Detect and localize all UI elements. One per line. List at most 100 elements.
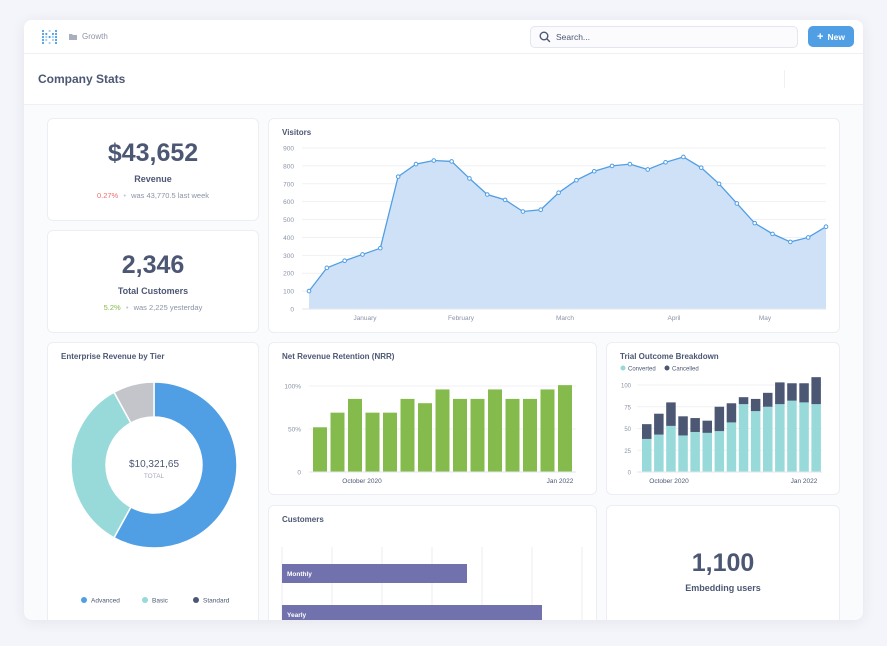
embedding-users-label: Embedding users bbox=[685, 583, 761, 593]
y-tick-label: 400 bbox=[283, 235, 294, 242]
visitors-point bbox=[431, 158, 437, 163]
visitors-line bbox=[308, 156, 827, 292]
new-button-label: New bbox=[827, 31, 845, 42]
visitors-point bbox=[609, 163, 615, 169]
trial-bar-converted bbox=[811, 404, 821, 472]
visitors-point bbox=[627, 161, 633, 167]
top-navbar: Growth Search... + New bbox=[24, 20, 863, 54]
breadcrumb-collection[interactable]: Growth bbox=[82, 32, 108, 41]
revenue-card[interactable]: $43,652 Revenue 0.27% • was 43,770.5 las… bbox=[47, 118, 259, 221]
enterprise-revenue-card[interactable]: Enterprise Revenue by Tier $10,321,65 TO… bbox=[47, 342, 259, 620]
legend-label: Converted bbox=[628, 367, 656, 373]
legend-dot bbox=[81, 597, 87, 603]
nrr-bar bbox=[383, 412, 397, 472]
total-customers-card[interactable]: 2,346 Total Customers 5.2% • was 2,225 y… bbox=[47, 230, 259, 333]
donut-center-value: $10,321,65 bbox=[129, 459, 179, 470]
y-tick-label: 50 bbox=[624, 427, 631, 433]
dashboard-title: Company Stats bbox=[38, 72, 126, 86]
x-tick-label: February bbox=[448, 315, 475, 322]
y-tick-label: 25 bbox=[624, 449, 631, 455]
trial-bar-converted bbox=[787, 400, 797, 472]
folder-icon bbox=[69, 34, 77, 40]
visitors-point bbox=[306, 288, 312, 294]
legend-dot-converted bbox=[620, 365, 626, 371]
visitors-point bbox=[324, 265, 330, 271]
visitors-card[interactable]: Visitors 0 100 200 300 400 500 600 700 800 900 Jan… bbox=[268, 118, 840, 333]
search-icon bbox=[539, 31, 551, 43]
visitors-point bbox=[805, 235, 811, 240]
visitors-chart: 0 100 200 300 400 500 600 700 800 900 January Febru… bbox=[283, 146, 829, 322]
nrr-bar bbox=[330, 412, 345, 472]
embedding-users-card[interactable]: 1,100 Embedding users bbox=[606, 505, 840, 620]
customers-chart: Monthly Yearly bbox=[281, 547, 583, 620]
new-button[interactable]: + New bbox=[808, 26, 854, 47]
breadcrumb[interactable]: Growth bbox=[69, 32, 108, 41]
total-customers-value: 2,346 bbox=[121, 251, 185, 279]
visitors-point bbox=[752, 220, 757, 226]
customers-bar-label: Yearly bbox=[287, 612, 307, 619]
donut-slice-basic bbox=[70, 391, 132, 539]
embedding-users-value: 1,100 bbox=[691, 549, 755, 577]
visitors-point bbox=[520, 209, 526, 214]
revenue-comparison: 0.27% • was 43,770.5 last week bbox=[48, 191, 258, 200]
trial-bar-cancelled bbox=[678, 416, 688, 436]
visitors-point bbox=[716, 181, 722, 187]
trial-bar-converted bbox=[750, 411, 761, 472]
donut-slice-standard bbox=[112, 381, 155, 424]
y-tick-label: 600 bbox=[283, 199, 294, 206]
nrr-bar bbox=[523, 398, 537, 472]
nrr-bar bbox=[505, 398, 520, 472]
legend-dot bbox=[193, 597, 199, 603]
visitors-point bbox=[360, 252, 365, 257]
visitors-point bbox=[698, 165, 704, 170]
visitors-point bbox=[645, 167, 651, 172]
visitors-point bbox=[395, 174, 401, 179]
customers-card[interactable]: Customers Monthly Yearly bbox=[268, 505, 597, 620]
total-customers-change: 5.2% bbox=[103, 303, 121, 312]
visitors-point bbox=[502, 197, 508, 203]
plus-icon: + bbox=[817, 30, 824, 43]
trial-bar-cancelled bbox=[714, 406, 725, 432]
visitors-point bbox=[484, 192, 490, 197]
nrr-bar bbox=[313, 427, 327, 472]
x-tick-label: May bbox=[759, 315, 772, 322]
customers-bar bbox=[282, 564, 467, 583]
y-tick-label: 100% bbox=[284, 384, 301, 391]
trial-bar-converted bbox=[799, 402, 809, 472]
donut-center-label: TOTAL bbox=[144, 473, 165, 480]
total-customers-comparison: 5.2% • was 2,225 yesterday bbox=[48, 303, 258, 312]
nrr-bar bbox=[348, 398, 362, 472]
search-input[interactable]: Search... bbox=[530, 26, 798, 48]
visitors-point bbox=[342, 258, 347, 263]
legend-dot-cancelled bbox=[664, 365, 670, 371]
trial-bar-converted bbox=[654, 434, 664, 472]
trial-bar-converted bbox=[702, 432, 712, 472]
legend-label: Cancelled bbox=[672, 367, 699, 373]
visitors-point bbox=[378, 245, 383, 251]
metabase-logo-icon[interactable] bbox=[41, 29, 58, 50]
separator-dot: • bbox=[125, 303, 129, 312]
trial-bar-cancelled bbox=[738, 397, 749, 405]
trial-bar-cancelled bbox=[654, 413, 664, 435]
y-tick-label: 0 bbox=[297, 470, 301, 477]
trial-outcome-card[interactable]: Trial Outcome Breakdown Converted Cancell… bbox=[606, 342, 840, 495]
visitors-area bbox=[309, 156, 826, 309]
trial-bar-cancelled bbox=[690, 418, 700, 432]
x-tick-label: Jan 2022 bbox=[547, 478, 574, 485]
y-tick-label: 100 bbox=[283, 289, 294, 296]
visitors-point bbox=[681, 154, 686, 160]
dashboard-header: Company Stats bbox=[24, 54, 863, 105]
separator-dot: • bbox=[123, 191, 126, 200]
nrr-bar bbox=[540, 389, 555, 472]
trial-bar-cancelled bbox=[726, 403, 737, 423]
trial-bar-cancelled bbox=[763, 392, 773, 407]
total-customers-label: Total Customers bbox=[117, 286, 189, 296]
nrr-card[interactable]: Net Revenue Retention (NRR) 0 50% 100% Octo… bbox=[268, 342, 597, 495]
visitors-point bbox=[467, 176, 472, 181]
trial-bar-converted bbox=[678, 435, 688, 472]
trial-bar-cancelled bbox=[799, 383, 809, 403]
nrr-bar bbox=[488, 389, 502, 472]
revenue-value: $43,652 bbox=[107, 139, 199, 167]
total-customers-previous: was 2,225 yesterday bbox=[133, 303, 203, 312]
header-divider bbox=[784, 70, 785, 88]
